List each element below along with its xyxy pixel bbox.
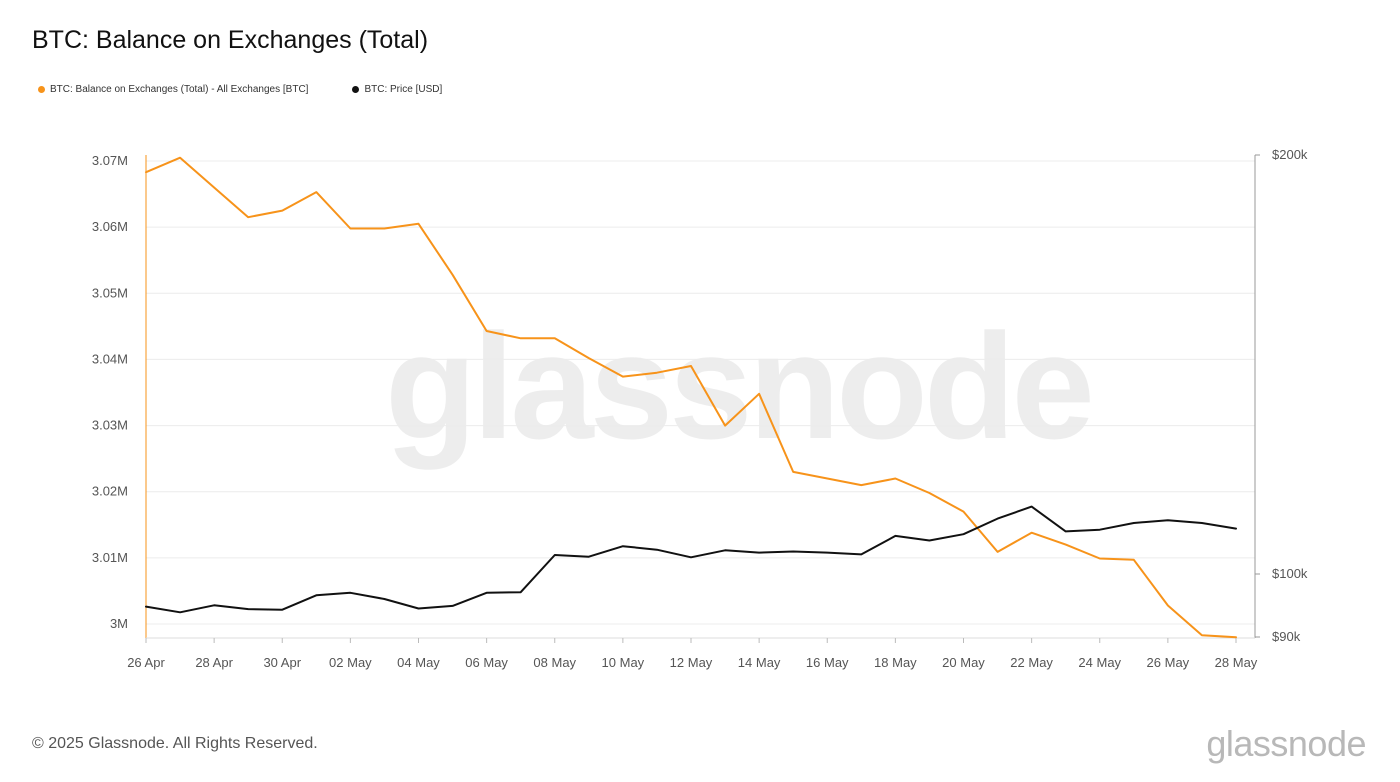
y-left-tick-label: 3.06M	[92, 219, 128, 234]
x-tick-label: 22 May	[1010, 655, 1053, 670]
legend-item-balance[interactable]: BTC: Balance on Exchanges (Total) - All …	[38, 84, 308, 95]
y-right-tick-label: $90k	[1272, 629, 1301, 644]
balance-series-line	[145, 156, 1237, 639]
y-left-tick-label: 3.05M	[92, 285, 128, 300]
x-tick-label: 24 May	[1078, 655, 1121, 670]
x-tick-label: 12 May	[670, 655, 713, 670]
x-tick-label: 06 May	[465, 655, 508, 670]
y-left-tick-label: 3.03M	[92, 418, 128, 433]
y-right-tick-label: $100k	[1272, 566, 1308, 581]
legend-item-price[interactable]: BTC: Price [USD]	[352, 84, 442, 95]
x-tick-label: 02 May	[329, 655, 372, 670]
x-tick-label: 26 Apr	[127, 655, 165, 670]
x-tick-label: 04 May	[397, 655, 440, 670]
x-tick-label: 10 May	[602, 655, 645, 670]
x-tick-label: 16 May	[806, 655, 849, 670]
chart-legend: BTC: Balance on Exchanges (Total) - All …	[38, 84, 486, 95]
legend-label-balance: BTC: Balance on Exchanges (Total) - All …	[50, 84, 309, 95]
legend-label-price: BTC: Price [USD]	[364, 84, 443, 95]
legend-dot-price	[352, 86, 360, 93]
x-tick-label: 26 May	[1147, 655, 1190, 670]
x-tick-label: 28 Apr	[195, 655, 233, 670]
x-tick-label: 20 May	[942, 655, 985, 670]
y-left-tick-label: 3.02M	[92, 484, 128, 499]
y-left-tick-label: 3.04M	[92, 351, 128, 366]
x-tick-label: 14 May	[738, 655, 781, 670]
x-tick-label: 08 May	[533, 655, 576, 670]
y-left-tick-label: 3.01M	[92, 550, 128, 565]
x-tick-label: 18 May	[874, 655, 917, 670]
y-right-tick-label: $200k	[1272, 147, 1308, 162]
legend-dot-balance	[38, 86, 45, 93]
price-series-line	[145, 505, 1237, 614]
x-tick-label: 28 May	[1215, 655, 1258, 670]
glassnode-logo: glassnode	[1206, 723, 1366, 764]
x-tick-label: 30 Apr	[263, 655, 301, 670]
copyright-text: © 2025 Glassnode. All Rights Reserved.	[32, 735, 318, 752]
chart-title: BTC: Balance on Exchanges (Total)	[32, 26, 429, 54]
y-left-tick-label: 3M	[110, 616, 128, 631]
y-left-tick-label: 3.07M	[92, 153, 128, 168]
